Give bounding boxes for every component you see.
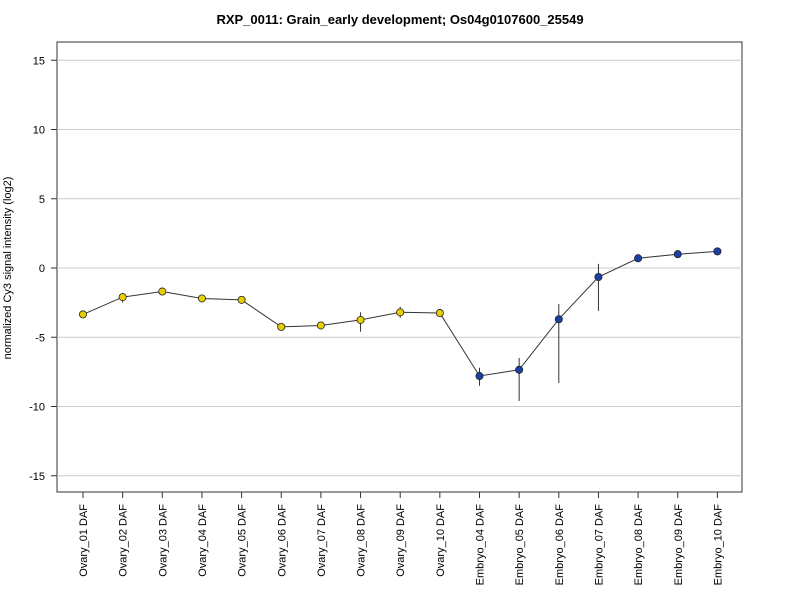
data-point: [79, 310, 88, 319]
data-point: [673, 250, 682, 259]
y-tick-label: -15: [29, 471, 45, 483]
x-tick-label: Ovary_08 DAF: [356, 504, 368, 577]
plot-frame: [56, 41, 743, 493]
series-layer: [79, 247, 722, 401]
x-tick-label: Embryo_05 DAF: [514, 504, 526, 586]
data-point: [356, 315, 365, 324]
data-point: [197, 294, 206, 303]
data-point: [634, 254, 643, 263]
grid-layer: [57, 59, 742, 477]
x-tick-label: Ovary_02 DAF: [118, 504, 130, 577]
x-tick-label: Embryo_08 DAF: [633, 504, 645, 586]
data-point: [118, 293, 127, 302]
x-tick-label: Ovary_09 DAF: [395, 504, 407, 577]
x-tick-label: Embryo_04 DAF: [475, 504, 487, 586]
y-tick-label: 10: [33, 125, 45, 137]
chart-title: RXP_0011: Grain_early development; Os04g…: [216, 12, 584, 27]
x-tick-label: Ovary_05 DAF: [237, 504, 249, 577]
data-point: [554, 315, 563, 324]
x-axis: Ovary_01 DAF Ovary_02 DAF Ovary_03 DAF Ovar…: [78, 492, 724, 585]
x-tick-label: Embryo_07 DAF: [593, 504, 605, 586]
x-tick-label: Ovary_03 DAF: [157, 504, 169, 577]
y-axis: -15 -10 -5 0 5 10 15: [29, 55, 57, 483]
data-point: [277, 322, 286, 331]
x-tick-label: Ovary_04 DAF: [197, 504, 209, 577]
x-tick-label: Embryo_09 DAF: [673, 504, 685, 586]
x-tick-label: Embryo_06 DAF: [554, 504, 566, 586]
y-tick-label: -5: [35, 332, 45, 344]
data-point: [594, 273, 603, 282]
data-point: [475, 372, 484, 381]
x-tick-label: Embryo_10 DAF: [712, 504, 724, 586]
data-point: [316, 321, 325, 330]
x-tick-label: Ovary_07 DAF: [316, 504, 328, 577]
data-point: [396, 308, 405, 317]
data-point: [158, 287, 167, 296]
data-point: [435, 309, 444, 318]
data-point: [713, 247, 722, 256]
data-point: [515, 365, 524, 374]
x-tick-label: Ovary_10 DAF: [435, 504, 447, 577]
y-tick-label: 15: [33, 55, 45, 67]
x-tick-label: Ovary_01 DAF: [78, 504, 90, 577]
data-point: [237, 295, 246, 304]
y-tick-label: 0: [39, 263, 45, 275]
y-tick-label: 5: [39, 194, 45, 206]
x-tick-label: Ovary_06 DAF: [276, 504, 288, 577]
y-tick-label: -10: [29, 402, 45, 414]
